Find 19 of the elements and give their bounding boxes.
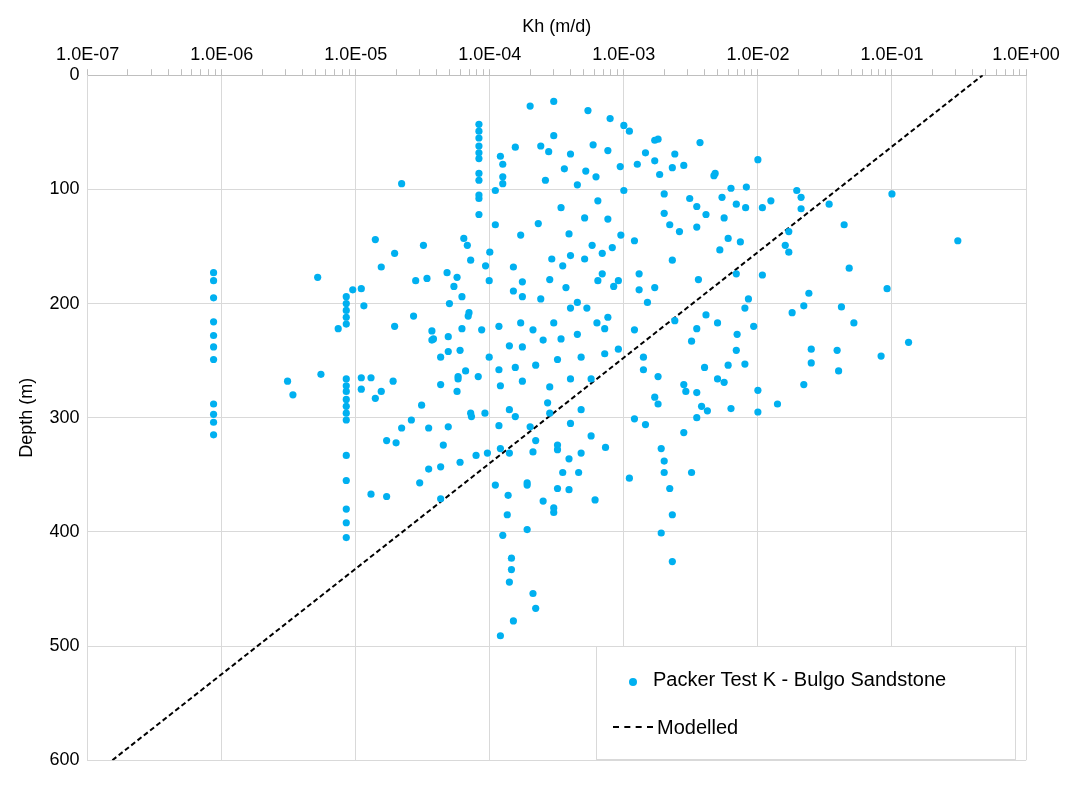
x-tick-label: 1.0E-02 (726, 44, 790, 65)
y-tick-label: 400 (49, 520, 80, 541)
y-tick-label: 500 (49, 635, 80, 655)
x-tick-label: 1.0E-03 (592, 44, 656, 65)
x-axis-title: Kh (m/d) (522, 15, 592, 36)
x-tick-label: 1.0E-01 (860, 44, 924, 65)
legend-label: Modelled (657, 715, 739, 739)
x-tick-label: 1.0E-05 (324, 44, 388, 65)
legend-label: Packer Test K - Bulgo Sandstone (653, 667, 947, 691)
y-tick-label: 100 (49, 178, 80, 199)
y-tick-label: 600 (49, 749, 80, 770)
y-axis-title: Depth (m) (15, 377, 36, 458)
y-tick-label: 300 (49, 406, 80, 427)
y-tick-label: 200 (49, 292, 80, 313)
x-tick-label: 1.0E-06 (190, 44, 254, 65)
x-tick-label: 1.0E-04 (458, 44, 522, 65)
x-tick-label: 1.0E-07 (56, 44, 120, 65)
x-tick-label: 1.0E+00 (992, 44, 1060, 65)
y-tick-label: 0 (69, 64, 80, 85)
